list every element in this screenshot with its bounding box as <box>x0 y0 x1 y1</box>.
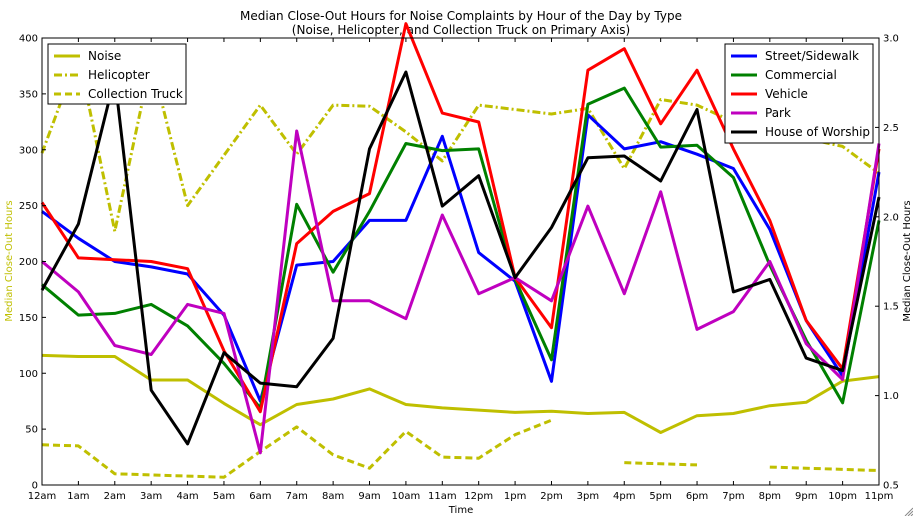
legend-label-collection-truck: Collection Truck <box>88 87 183 101</box>
legend-primary: Noise Helicopter Collection Truck <box>47 43 187 105</box>
y-tick-label: 350 <box>19 89 38 100</box>
y-tick-label: 50 <box>25 425 38 436</box>
x-tick-label: 4am <box>176 491 198 502</box>
legend-label-park: Park <box>765 106 791 120</box>
legend-secondary: Street/Sidewalk Commercial Vehicle Park Hous… <box>724 43 874 144</box>
chart-title: Median Close-Out Hours for Noise Complai… <box>240 9 682 23</box>
y-tick-label: 200 <box>19 257 38 268</box>
chart-subtitle: (Noise, Helicopter, and Collection Truck… <box>292 23 630 37</box>
x-tick-label: 11am <box>428 491 457 502</box>
y2-tick-label: 3.0 <box>883 34 899 45</box>
x-tick-label: 12pm <box>464 491 493 502</box>
y-tick-label: 250 <box>19 201 38 212</box>
x-tick-label: 8pm <box>759 491 781 502</box>
y-tick-label: 150 <box>19 313 38 324</box>
y-axis-label: Median Close-Out Hours <box>4 200 15 321</box>
series-line-vehicle <box>40 22 881 414</box>
x-tick-label: 1pm <box>504 491 526 502</box>
y-tick-label: 300 <box>19 145 38 156</box>
x-tick-label: 7am <box>286 491 308 502</box>
resize-grip-icon[interactable] <box>903 506 913 516</box>
y2-tick-label: 1.0 <box>883 391 899 402</box>
x-tick-label: 11pm <box>865 491 894 502</box>
legend-label-house-of-worship: House of Worship <box>765 125 870 139</box>
x-tick-label: 2pm <box>540 491 562 502</box>
y2-tick-label: 2.0 <box>883 212 899 223</box>
x-tick-label: 2am <box>104 491 126 502</box>
legend-label-street-sidewalk: Street/Sidewalk <box>765 49 859 63</box>
series-line-park <box>41 129 881 455</box>
x-tick-label: 9pm <box>795 491 817 502</box>
x-axis-ticks: 12am 1am 2am 3am 4am 5am 6am 7am 8am 9am 10am 11am 1… <box>28 38 894 502</box>
x-tick-label: 5pm <box>649 491 671 502</box>
x-tick-label: 7pm <box>722 491 744 502</box>
y-axis-ticks: 0 50 100 150 200 250 300 350 400 <box>19 34 46 492</box>
y2-tick-label: 1.5 <box>883 302 899 313</box>
series-line-noise <box>41 353 880 434</box>
x-tick-label: 9am <box>358 491 380 502</box>
y-tick-label: 0 <box>32 481 38 492</box>
y2-tick-label: 2.5 <box>883 123 899 134</box>
x-tick-label: 10am <box>392 491 421 502</box>
series-line-house-of-worship <box>40 70 881 446</box>
x-tick-label: 3am <box>140 491 162 502</box>
legend-label-vehicle: Vehicle <box>765 87 808 101</box>
x-tick-label: 4pm <box>613 491 635 502</box>
x-tick-label: 8am <box>322 491 344 502</box>
legend-label-helicopter: Helicopter <box>88 68 150 82</box>
x-tick-label: 5am <box>213 491 235 502</box>
legend-label-noise: Noise <box>88 49 121 63</box>
y2-axis-label: Median Close-Out Hours <box>902 200 913 321</box>
series-line-street-sidewalk <box>41 113 881 403</box>
y2-tick-label: 0.5 <box>883 481 899 492</box>
x-tick-label: 10pm <box>828 491 857 502</box>
y-tick-label: 400 <box>19 34 38 45</box>
x-axis-label: Time <box>448 505 473 516</box>
series-line-commercial <box>41 86 881 410</box>
x-tick-label: 12am <box>28 491 57 502</box>
x-tick-label: 1am <box>67 491 89 502</box>
legend-label-commercial: Commercial <box>765 68 837 82</box>
x-tick-label: 3pm <box>577 491 599 502</box>
y2-axis-ticks: 0.5 1.0 1.5 2.0 2.5 3.0 <box>875 34 899 492</box>
x-tick-label: 6pm <box>686 491 708 502</box>
y-tick-label: 100 <box>19 369 38 380</box>
x-tick-label: 6am <box>249 491 271 502</box>
series-line-collection-truck <box>41 418 880 479</box>
